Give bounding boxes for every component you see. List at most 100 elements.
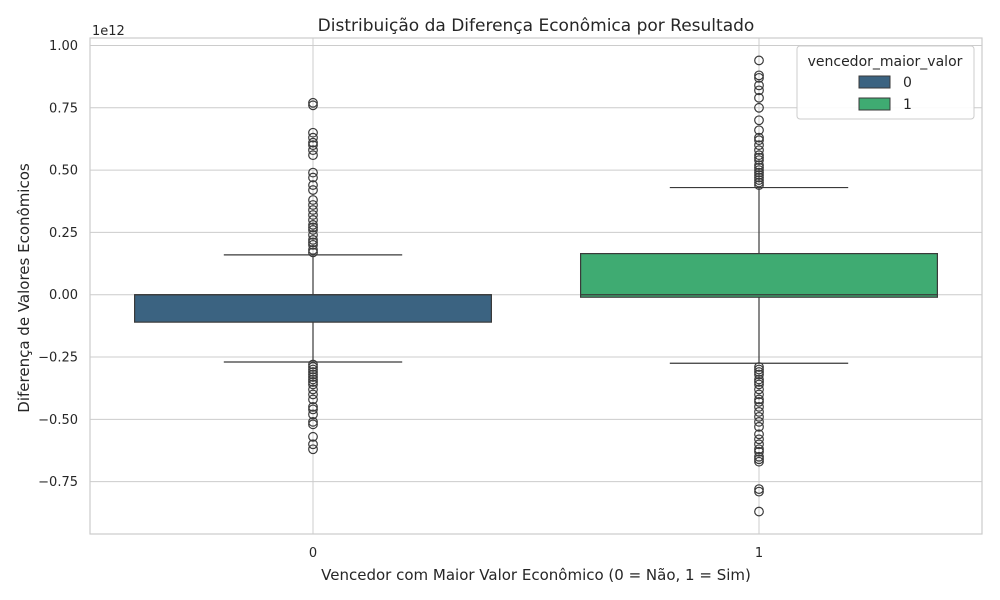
- outlier-point: [308, 145, 318, 156]
- outlier-point: [308, 362, 318, 372]
- outlier-point: [308, 247, 318, 258]
- outlier-point: [308, 140, 318, 151]
- outlier-point: [308, 167, 318, 178]
- y-tick-label: 0.25: [49, 226, 78, 241]
- legend-entry-label: 0: [903, 75, 912, 91]
- chart-title: Distribuição da Diferença Econômica por …: [318, 16, 755, 36]
- iqr-box: [134, 294, 492, 323]
- outlier-point: [754, 384, 764, 395]
- y-tick-label: −0.50: [38, 413, 78, 428]
- outlier-point: [308, 389, 318, 400]
- box-group-1: [579, 55, 938, 517]
- outlier-point: [754, 125, 764, 136]
- outlier-point: [754, 362, 764, 372]
- outlier-point: [308, 444, 318, 455]
- y-axis-title: Diferença de Valores Econômicos: [15, 163, 33, 413]
- outlier-point: [308, 220, 318, 230]
- outlier-point: [308, 372, 318, 382]
- y-tick-label: 0.50: [49, 164, 78, 179]
- outlier-point: [308, 172, 318, 183]
- iqr-box: [579, 252, 938, 298]
- x-axis-title: Vencedor com Maior Valor Econômico (0 = …: [321, 566, 751, 584]
- box-series: [134, 55, 938, 517]
- outlier-point: [754, 401, 764, 412]
- outlier-point: [308, 416, 318, 427]
- outlier-point: [308, 132, 318, 143]
- x-tick-label: 0: [309, 546, 317, 561]
- y-tick-label: −0.25: [38, 351, 78, 366]
- outlier-point: [308, 404, 318, 415]
- legend-items: 01: [858, 75, 912, 113]
- outlier-point: [754, 145, 764, 156]
- x-tick-label: 1: [755, 546, 763, 561]
- outlier-point: [754, 167, 764, 178]
- legend-entry-label: 1: [903, 97, 912, 113]
- outlier-point: [308, 384, 318, 395]
- outlier-point: [754, 160, 764, 171]
- outlier-point: [754, 421, 764, 432]
- outlier-point: [754, 486, 764, 497]
- outlier-point: [308, 364, 318, 375]
- outlier-point: [308, 359, 318, 370]
- outlier-point: [754, 55, 764, 66]
- plot-frame: [89, 37, 983, 535]
- outlier-point: [754, 70, 764, 81]
- outlier-point: [754, 85, 764, 96]
- outlier-point: [308, 431, 318, 442]
- outlier-point: [754, 369, 764, 380]
- outlier-point: [754, 175, 764, 185]
- outlier-point: [754, 429, 764, 440]
- outlier-point: [308, 195, 318, 205]
- outlier-point: [308, 234, 318, 245]
- outlier-point: [754, 374, 764, 385]
- legend-swatch-1: [858, 97, 891, 111]
- outlier-point: [308, 367, 318, 377]
- outlier-point: [754, 444, 764, 455]
- outlier-point: [308, 237, 318, 248]
- outlier-point: [754, 367, 764, 377]
- legend-swatch-0: [858, 75, 891, 89]
- outlier-point: [308, 180, 318, 190]
- outlier-point: [754, 132, 764, 143]
- outlier-point: [754, 406, 764, 417]
- outlier-point: [754, 172, 764, 183]
- outlier-point: [308, 244, 318, 255]
- outlier-point: [308, 409, 318, 420]
- outlier-point: [754, 434, 764, 445]
- outlier-point: [754, 456, 764, 467]
- outlier-point: [754, 411, 764, 422]
- outlier-point: [754, 506, 764, 517]
- outlier-point: [754, 439, 764, 450]
- outlier-point: [308, 185, 318, 195]
- outlier-point: [754, 379, 764, 390]
- outlier-point: [308, 215, 318, 225]
- outlier-point: [308, 239, 318, 250]
- outlier-point: [754, 155, 764, 166]
- y-tick-label: 0.00: [49, 288, 78, 303]
- outlier-point: [308, 205, 318, 215]
- outlier-point: [754, 140, 764, 151]
- y-tick-label: 1.00: [49, 39, 78, 54]
- outlier-point: [754, 389, 764, 400]
- outlier-point: [754, 150, 764, 161]
- outlier-point: [754, 446, 764, 457]
- outlier-point: [308, 137, 318, 148]
- outlier-point: [308, 225, 318, 235]
- outlier-point: [308, 150, 318, 161]
- outlier-point: [308, 377, 318, 387]
- y-tick-labels: −0.75 −0.50 −0.25 0.00 0.25 0.50 0.75 1.00: [38, 39, 78, 490]
- outlier-point: [754, 92, 764, 103]
- outlier-point: [308, 379, 318, 390]
- outlier-point: [754, 80, 764, 91]
- outlier-point: [754, 102, 764, 113]
- outlier-point: [754, 177, 764, 188]
- outlier-point: [308, 100, 318, 111]
- outlier-point: [308, 210, 318, 220]
- y-tick-label: −0.75: [38, 475, 78, 490]
- outlier-point: [754, 152, 764, 163]
- outlier-point: [754, 454, 764, 465]
- outlier-point: [754, 135, 764, 146]
- outlier-point: [754, 162, 764, 173]
- outlier-point: [754, 484, 764, 495]
